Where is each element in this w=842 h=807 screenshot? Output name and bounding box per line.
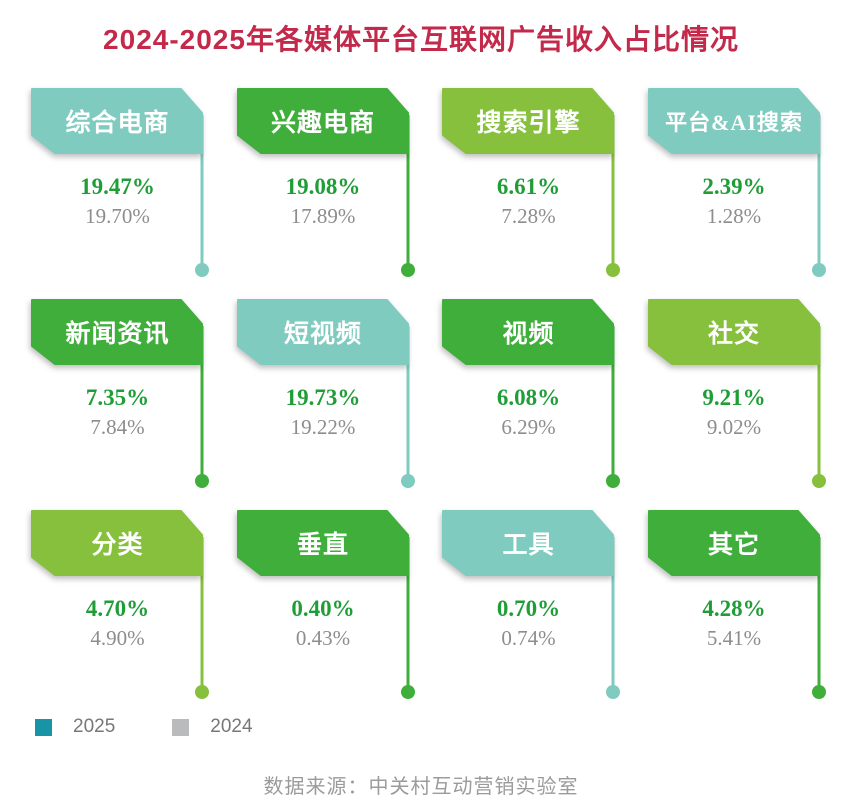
- value-2025: 4.28%: [702, 596, 766, 621]
- banner-ribbon: [647, 88, 820, 154]
- platform-name: 平台&AI搜索: [665, 110, 803, 135]
- value-block: 6.08% 6.29%: [443, 384, 614, 440]
- value-2025: 19.08%: [285, 174, 361, 199]
- connector-dot: [606, 685, 620, 699]
- connector-dot: [195, 474, 209, 488]
- platform-name: 搜索引擎: [476, 110, 581, 137]
- value-2024: 6.29%: [501, 415, 556, 439]
- platform-name: 社交: [707, 321, 760, 348]
- card-zonghe-dianshang: 综合电商 19.47% 19.70%: [31, 88, 209, 300]
- banner-ribbon: [236, 88, 409, 154]
- connector-dot: [811, 685, 826, 699]
- card-sousuo-yinqing: 搜索引擎 6.61% 7.28%: [442, 88, 620, 300]
- value-2024: 9.02%: [706, 415, 762, 439]
- connector-dot: [811, 474, 826, 488]
- value-block: 19.47% 19.70%: [32, 173, 203, 229]
- data-source: 数据来源：中关村互动营销实验室: [263, 776, 579, 798]
- card-shipin: 视频 6.08% 6.29%: [442, 299, 620, 511]
- card-qita: 其它 4.28% 5.41%: [647, 510, 826, 722]
- connector-dot: [606, 474, 620, 488]
- card-shejiao: 社交 9.21% 9.02%: [647, 299, 826, 511]
- banner-ribbon: [442, 88, 614, 154]
- value-block: 19.08% 17.89%: [238, 173, 409, 229]
- banner-ribbon: [647, 299, 820, 365]
- value-2025: 0.70%: [496, 596, 561, 621]
- connector-dot: [195, 685, 209, 699]
- banner-ribbon: [647, 510, 820, 576]
- value-block: 19.73% 19.22%: [238, 384, 409, 440]
- legend-swatch-2024: [172, 718, 190, 736]
- platform-name: 垂直: [296, 532, 349, 559]
- value-block: 4.28% 5.41%: [649, 595, 820, 651]
- card-gongju: 工具 0.70% 0.74%: [442, 510, 620, 722]
- card-row-3: 分类 4.70% 4.90% 垂直 0.40% 0.43%: [31, 510, 826, 722]
- card-duanshipin: 短视频 19.73% 19.22%: [236, 299, 415, 511]
- value-2024: 7.28%: [501, 204, 556, 228]
- connector-dot: [195, 263, 209, 277]
- legend: 2025 2024: [35, 716, 253, 738]
- card-chuizhi: 垂直 0.40% 0.43%: [236, 510, 415, 722]
- legend-swatch-2025: [35, 718, 52, 736]
- value-2025: 9.21%: [702, 385, 766, 410]
- connector-dot: [811, 263, 826, 277]
- value-2024: 1.28%: [706, 204, 762, 228]
- value-2024: 17.89%: [290, 204, 356, 228]
- value-2025: 19.47%: [80, 174, 155, 199]
- value-2025: 2.39%: [702, 174, 766, 199]
- value-block: 0.70% 0.74%: [443, 595, 614, 651]
- value-block: 2.39% 1.28%: [649, 173, 820, 229]
- card-xinwen-zixun: 新闻资讯 7.35% 7.84%: [31, 299, 209, 511]
- value-2024: 7.84%: [90, 415, 145, 439]
- legend-label-2024: 2024: [210, 716, 253, 737]
- value-2024: 5.41%: [706, 626, 762, 650]
- value-2025: 19.73%: [285, 385, 361, 410]
- connector-dot: [606, 263, 620, 277]
- banner-ribbon: [442, 510, 614, 576]
- card-pingtai-ai-sousuo: 平台&AI搜索 2.39% 1.28%: [647, 88, 826, 300]
- connector-dot: [400, 685, 415, 699]
- value-block: 0.40% 0.43%: [238, 595, 409, 651]
- card-row-2: 新闻资讯 7.35% 7.84% 短视频 19.73% 19.22%: [31, 299, 826, 511]
- card-fenlei: 分类 4.70% 4.90%: [31, 510, 209, 722]
- value-block: 7.35% 7.84%: [32, 384, 203, 440]
- platform-name: 新闻资讯: [65, 321, 170, 348]
- chart-title: 2024-2025年各媒体平台互联网广告收入占比情况: [103, 24, 739, 55]
- card-row-1: 综合电商 19.47% 19.70% 兴趣电商 19.08% 17.89%: [31, 88, 826, 300]
- card-xingqu-dianshang: 兴趣电商 19.08% 17.89%: [236, 88, 415, 300]
- value-block: 9.21% 9.02%: [649, 384, 820, 440]
- value-2025: 6.61%: [496, 174, 561, 199]
- banner-ribbon: [442, 299, 614, 365]
- value-block: 4.70% 4.90%: [32, 595, 203, 651]
- value-2025: 6.08%: [496, 385, 561, 410]
- value-2025: 0.40%: [291, 596, 355, 621]
- value-2024: 4.90%: [90, 626, 145, 650]
- banner-ribbon: [236, 510, 409, 576]
- value-2024: 0.74%: [501, 626, 556, 650]
- value-block: 6.61% 7.28%: [443, 173, 614, 229]
- legend-label-2025: 2025: [73, 716, 116, 737]
- platform-name: 短视频: [283, 321, 362, 348]
- banner-ribbon: [31, 88, 203, 154]
- platform-name: 其它: [707, 532, 760, 559]
- value-2025: 4.70%: [85, 596, 150, 621]
- value-2025: 7.35%: [85, 385, 150, 410]
- value-2024: 19.22%: [290, 415, 356, 439]
- banner-ribbon: [236, 299, 409, 365]
- connector-dot: [400, 263, 415, 277]
- banner-ribbon: [31, 510, 203, 576]
- platform-name: 工具: [502, 532, 555, 559]
- value-2024: 19.70%: [85, 204, 150, 228]
- platform-name: 视频: [502, 321, 555, 348]
- banner-ribbon: [31, 299, 203, 365]
- connector-dot: [400, 474, 415, 488]
- platform-name: 分类: [91, 532, 144, 559]
- platform-name: 兴趣电商: [270, 110, 375, 137]
- value-2024: 0.43%: [295, 626, 351, 650]
- platform-name: 综合电商: [65, 110, 170, 137]
